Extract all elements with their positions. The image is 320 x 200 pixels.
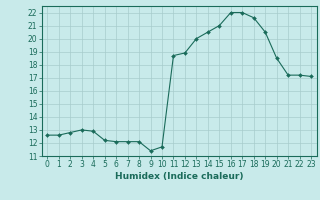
X-axis label: Humidex (Indice chaleur): Humidex (Indice chaleur) bbox=[115, 172, 244, 181]
